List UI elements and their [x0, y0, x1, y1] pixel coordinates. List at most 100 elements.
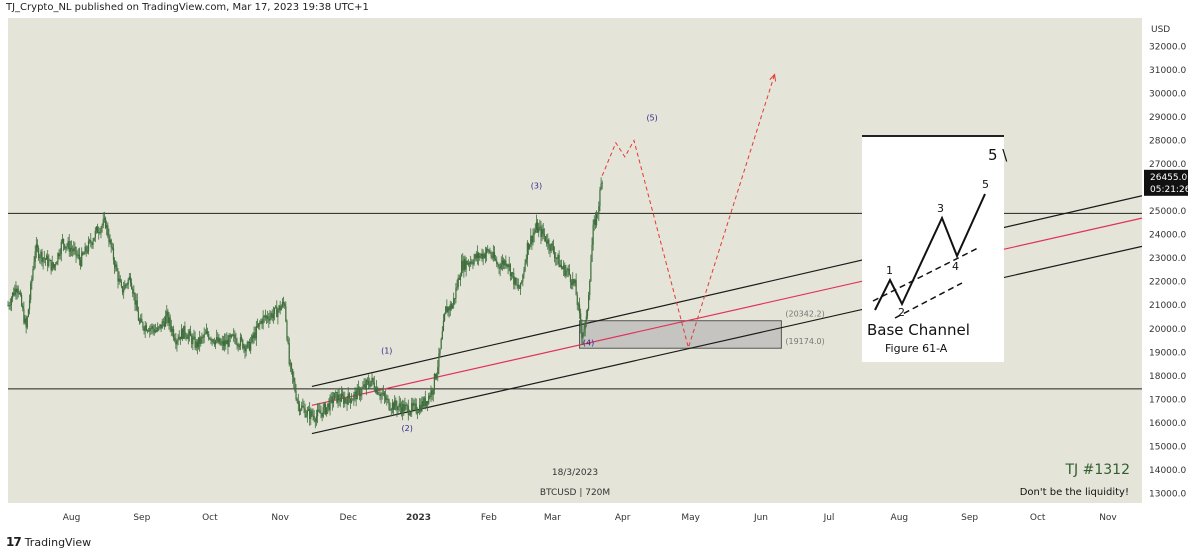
candle-body	[419, 404, 421, 412]
candle-body	[551, 243, 553, 246]
y-tick-label: 22000.0	[1149, 278, 1186, 288]
candle-body	[386, 398, 388, 401]
candle-body	[599, 189, 601, 207]
candle-body	[396, 406, 398, 410]
y-tick-label: 17000.0	[1149, 395, 1186, 405]
candle-body	[167, 311, 169, 323]
candle-body	[66, 245, 68, 247]
candle-body	[195, 341, 197, 348]
candle-body	[600, 183, 602, 190]
candle-body	[19, 293, 22, 295]
candle-body	[461, 260, 463, 276]
candle-body	[94, 230, 96, 238]
candle-body	[349, 398, 352, 403]
candle-body	[162, 321, 164, 323]
candle-body	[297, 400, 299, 404]
candle-body	[400, 407, 403, 414]
candle-body	[498, 264, 500, 268]
x-tick-label: Jul	[823, 513, 835, 523]
inset-point-2: 2	[898, 306, 905, 319]
candle-body	[523, 270, 525, 275]
candle-body	[81, 252, 83, 266]
x-tick-label: Oct	[1030, 513, 1046, 523]
candle-body	[540, 226, 542, 237]
candle-body	[85, 246, 87, 252]
candle-body	[352, 399, 354, 401]
y-tick-label: 21000.0	[1149, 301, 1186, 311]
candle-body	[335, 392, 337, 394]
candle-body	[506, 264, 508, 267]
candle-body	[536, 222, 539, 233]
candle-body	[253, 332, 255, 339]
time-axis[interactable]: Aug Sep Oct Nov Dec 2023 Feb Mar Apr May Jun Jul Aug…	[63, 513, 1118, 523]
candle-body	[40, 251, 42, 257]
candle-body	[507, 264, 509, 268]
candle-body	[264, 315, 267, 318]
candle-body	[417, 411, 420, 413]
candle-body	[305, 415, 307, 417]
candle-body	[500, 264, 502, 269]
candle-body	[589, 281, 591, 296]
inset-subtitle: Figure 61-A	[885, 342, 948, 355]
price-axis[interactable]: 13000.0 14000.0 15000.0 16000.0 17000.0 18000…	[1149, 42, 1186, 499]
candle-body	[306, 410, 308, 416]
candle-body	[125, 284, 127, 286]
candle-body	[550, 243, 552, 251]
candle-body	[35, 244, 37, 252]
candle-body	[65, 246, 67, 249]
candle-body	[219, 338, 221, 345]
candle-body	[472, 263, 474, 265]
candle-body	[251, 335, 253, 342]
candle-body	[53, 264, 56, 268]
candle-body	[43, 257, 45, 259]
x-tick-label: Mar	[544, 513, 561, 523]
candle-body	[440, 339, 442, 349]
x-tick-label: May	[681, 513, 700, 523]
candle-body	[59, 254, 61, 257]
candle-body	[116, 264, 118, 271]
candle-body	[148, 330, 150, 332]
candle-body	[569, 274, 572, 282]
candle-body	[326, 407, 328, 415]
candle-body	[133, 292, 135, 294]
candle-body	[49, 259, 51, 261]
candle-body	[473, 258, 475, 265]
candle-body	[231, 334, 234, 336]
footer-brand-name: TradingView	[24, 535, 92, 549]
candle-body	[492, 252, 494, 258]
candle-body	[141, 318, 143, 323]
candle-body	[399, 403, 401, 408]
candle-body	[361, 388, 363, 394]
candle-body	[443, 314, 446, 321]
candle-body	[388, 399, 390, 410]
price-chart[interactable]: 13000.0 14000.0 15000.0 16000.0 17000.0 18000…	[0, 18, 1200, 530]
candle-body	[73, 248, 75, 252]
candle-body	[553, 252, 556, 259]
y-tick-label: 20000.0	[1149, 325, 1186, 335]
candle-body	[516, 284, 518, 286]
candle-body	[302, 405, 304, 408]
y-tick-label: 32000.0	[1149, 42, 1186, 52]
candle-body	[327, 403, 329, 408]
candle-body	[67, 241, 69, 246]
candle-body	[196, 341, 198, 348]
candle-body	[343, 396, 345, 404]
candle-body	[490, 252, 492, 257]
candle-body	[11, 292, 14, 299]
candle-body	[424, 397, 426, 407]
candle-body	[532, 234, 534, 243]
candle-body	[269, 316, 271, 321]
candle-body	[344, 398, 346, 404]
candle-body	[218, 338, 220, 343]
candle-body	[30, 283, 32, 300]
candle-body	[538, 227, 540, 233]
candle-body	[568, 268, 570, 275]
candle-body	[466, 260, 468, 265]
zone-box	[579, 320, 782, 349]
x-tick-label: Nov	[1099, 513, 1117, 523]
candle-body	[529, 244, 531, 250]
candle-body	[339, 400, 341, 402]
candle-body	[488, 249, 490, 253]
candle-body	[458, 277, 460, 280]
candle-body	[201, 336, 203, 338]
